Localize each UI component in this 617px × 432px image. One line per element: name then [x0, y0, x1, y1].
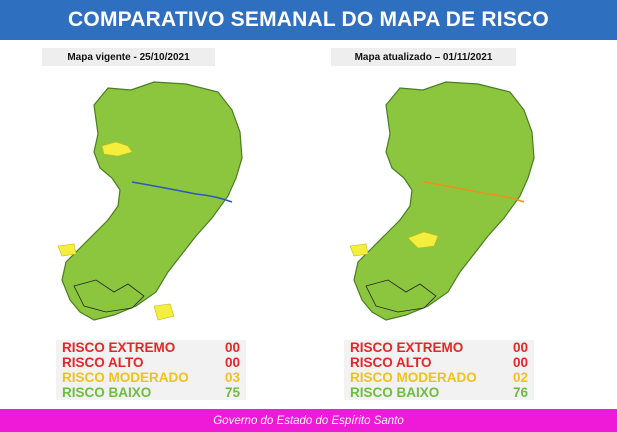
count-value: 00	[512, 340, 528, 355]
count-label: RISCO BAIXO	[350, 385, 440, 400]
count-row-low: RISCO BAIXO 75	[56, 385, 246, 400]
count-row-extreme: RISCO EXTREMO 00	[344, 340, 534, 355]
river-line	[131, 181, 233, 203]
count-label: RISCO EXTREMO	[350, 340, 464, 355]
count-label: RISCO ALTO	[350, 355, 432, 370]
moderate-area	[101, 141, 133, 157]
count-row-moderate: RISCO MODERADO 02	[344, 370, 534, 385]
moderate-area	[153, 303, 175, 321]
moderate-area	[407, 231, 439, 249]
panel-label-current: Mapa vigente - 25/10/2021	[42, 48, 215, 66]
footer-bar: Governo do Estado do Espírito Santo	[0, 409, 617, 432]
moderate-area	[349, 243, 369, 257]
count-row-high: RISCO ALTO 00	[56, 355, 246, 370]
moderate-area	[57, 243, 77, 257]
count-value: 00	[224, 355, 240, 370]
risk-map-current	[57, 81, 243, 321]
risk-counts-updated: RISCO EXTREMO 00 RISCO ALTO 00 RISCO MOD…	[344, 340, 534, 400]
page-title: COMPARATIVO SEMANAL DO MAPA DE RISCO	[68, 8, 549, 31]
region-border	[73, 279, 145, 313]
state-shape	[61, 81, 243, 321]
risk-map-updated	[349, 81, 535, 321]
count-label: RISCO BAIXO	[62, 385, 152, 400]
count-row-high: RISCO ALTO 00	[344, 355, 534, 370]
count-value: 76	[512, 385, 528, 400]
count-row-extreme: RISCO EXTREMO 00	[56, 340, 246, 355]
footer-text: Governo do Estado do Espírito Santo	[213, 414, 404, 427]
count-value: 00	[224, 340, 240, 355]
count-row-moderate: RISCO MODERADO 03	[56, 370, 246, 385]
count-row-low: RISCO BAIXO 76	[344, 385, 534, 400]
header-bar: COMPARATIVO SEMANAL DO MAPA DE RISCO	[0, 0, 617, 40]
state-shape	[353, 81, 535, 321]
risk-counts-current: RISCO EXTREMO 00 RISCO ALTO 00 RISCO MOD…	[56, 340, 246, 400]
count-value: 00	[512, 355, 528, 370]
count-label: RISCO MODERADO	[62, 370, 189, 385]
count-label: RISCO MODERADO	[350, 370, 477, 385]
count-value: 02	[512, 370, 528, 385]
count-label: RISCO ALTO	[62, 355, 144, 370]
river-line	[423, 181, 525, 203]
region-border	[365, 279, 437, 313]
count-value: 75	[224, 385, 240, 400]
count-value: 03	[224, 370, 240, 385]
panel-label-updated: Mapa atualizado – 01/11/2021	[331, 48, 516, 66]
count-label: RISCO EXTREMO	[62, 340, 176, 355]
